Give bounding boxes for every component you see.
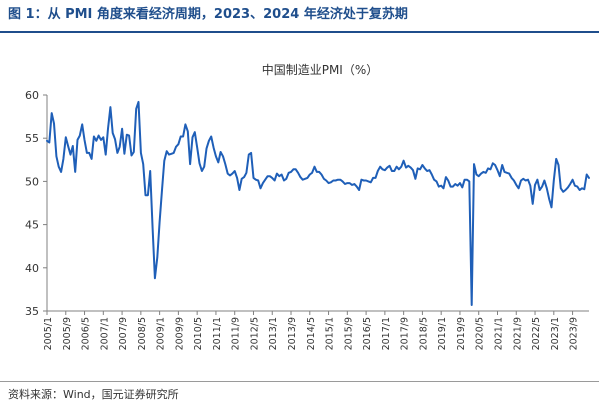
x-tick-label: 2017/1 bbox=[381, 317, 392, 350]
x-tick-label: 2006/5 bbox=[81, 317, 92, 350]
y-tick-label: 55 bbox=[25, 132, 39, 145]
x-tick-label: 2015/1 bbox=[325, 317, 336, 350]
x-tick-label: 2018/5 bbox=[418, 317, 429, 350]
x-tick-label: 2022/5 bbox=[531, 317, 542, 350]
x-tick-label: 2023/1 bbox=[550, 317, 561, 350]
figure-title: 图 1：从 PMI 角度来看经济周期，2023、2024 年经济处于复苏期 bbox=[8, 7, 408, 22]
x-tick-label: 2008/5 bbox=[137, 317, 148, 350]
x-tick-label: 2019/9 bbox=[456, 317, 467, 350]
x-tick-label: 2011/9 bbox=[231, 317, 242, 350]
source-note: 资料来源：Wind，国元证券研究所 bbox=[8, 388, 179, 401]
x-tick-label: 2007/1 bbox=[99, 317, 110, 350]
series-line-pmi bbox=[46, 100, 590, 306]
x-tick-label: 2014/5 bbox=[306, 317, 317, 350]
x-tick-label: 2013/1 bbox=[268, 317, 279, 350]
x-axis: 2005/1 2005/9 2006/5 2007/1 2007/9 2008/5 2009… bbox=[43, 310, 589, 350]
x-tick-label: 2012/5 bbox=[249, 317, 260, 350]
x-tick-label: 2023/9 bbox=[569, 317, 580, 350]
x-tick-label: 2005/9 bbox=[62, 317, 73, 350]
title-divider bbox=[0, 31, 599, 33]
x-tick-label: 2020/5 bbox=[475, 317, 486, 350]
x-tick-label: 2009/1 bbox=[156, 317, 167, 350]
x-tick-label: 2021/1 bbox=[493, 317, 504, 350]
source-divider bbox=[0, 381, 599, 382]
y-tick-label: 45 bbox=[25, 219, 39, 232]
x-tick-label: 2010/5 bbox=[193, 317, 204, 350]
y-tick-label: 60 bbox=[25, 89, 39, 102]
y-tick-label: 40 bbox=[25, 262, 39, 275]
y-axis: 35 40 45 50 55 60 bbox=[25, 89, 48, 318]
y-tick-label: 35 bbox=[25, 305, 39, 318]
x-tick-label: 2021/9 bbox=[512, 317, 523, 350]
x-tick-label: 2013/9 bbox=[287, 317, 298, 350]
x-tick-label: 2017/9 bbox=[400, 317, 411, 350]
x-tick-label: 2009/9 bbox=[174, 317, 185, 350]
x-tick-label: 2011/1 bbox=[212, 317, 223, 350]
x-tick-label: 2007/9 bbox=[118, 317, 129, 350]
x-tick-label: 2015/9 bbox=[343, 317, 354, 350]
x-tick-label: 2016/5 bbox=[362, 317, 373, 350]
x-tick-label: 2005/1 bbox=[43, 317, 54, 350]
x-tick-label: 2019/1 bbox=[437, 317, 448, 350]
chart-title: 中国制造业PMI（%） bbox=[262, 62, 379, 77]
y-tick-label: 50 bbox=[25, 175, 39, 188]
